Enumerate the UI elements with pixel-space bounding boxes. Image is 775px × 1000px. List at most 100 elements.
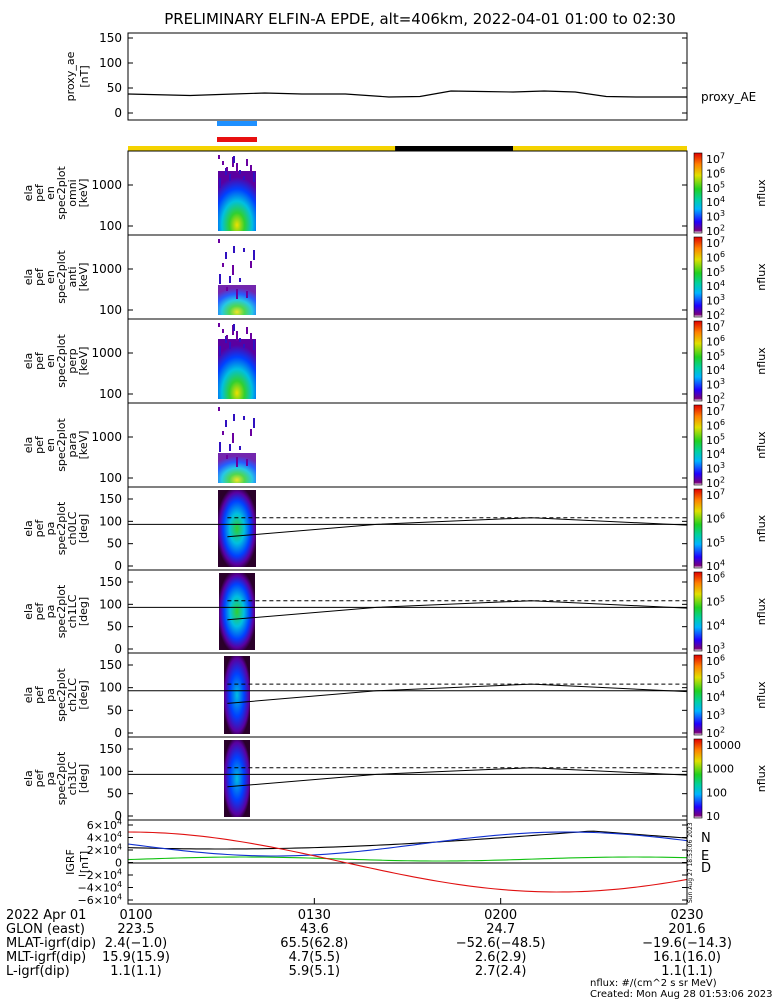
ylabel-pa-ch1-3: spec2plot: [55, 584, 68, 638]
heatmap-speckle-spec-anti-2: [232, 265, 234, 275]
ztick-pa-ch2-2: 104: [706, 690, 725, 704]
heatmap-speckle-spec-perp-10: [250, 333, 252, 340]
heatmap-speckle-spec-perp-3: [239, 338, 241, 342]
ytick-pa-ch0-2: 50: [107, 537, 122, 551]
colorbar-pa-ch2: [693, 654, 703, 736]
series-label-N: N: [701, 831, 711, 846]
igrf-E-line: [127, 856, 688, 862]
ylabel-spec-omni-0: ela: [22, 185, 35, 202]
ylabel-pa-ch2-4: ch2LC: [66, 678, 79, 712]
series-label-proxy-ae: proxy_AE: [701, 90, 756, 104]
ztick-pa-ch0-2: 105: [706, 535, 725, 549]
heatmap-speckle-spec-perp-6: [222, 329, 224, 333]
zlabel-spec-omni: nflux: [755, 179, 768, 207]
xrow-value-0-0: 0100: [119, 908, 152, 923]
heatmap-speckle-spec-anti-9: [243, 248, 245, 252]
heatmap-block-spec-omni: [218, 171, 256, 231]
ytick-igrf-4: −2×104: [78, 868, 122, 882]
ytick-spec-para-1: 100: [99, 471, 122, 485]
ztick-spec-para-1: 106: [706, 418, 725, 432]
sunlight-bar-1: [128, 146, 396, 151]
xrow-label-3: MLT-igrf(dip): [6, 950, 86, 965]
ztick-pa-ch0-1: 106: [706, 511, 725, 525]
heatmap-speckle-spec-anti-12: [226, 287, 228, 291]
ylabel-pa-ch3-3: spec2plot: [55, 751, 68, 805]
ztick-spec-para-2: 105: [706, 432, 725, 446]
ylabel-pa-ch1-5: [deg]: [77, 597, 90, 626]
ylabel-spec-para-1: pef: [33, 435, 46, 454]
heatmap-speckle-spec-omni-9: [243, 176, 245, 180]
side-timestamp: Sun Aug 27 18:53:06 2023: [687, 822, 694, 903]
created-timestamp: Created: Mon Aug 28 01:53:06 2023: [590, 989, 773, 1000]
loss-cone-line-pa-ch1: [227, 600, 688, 621]
ylabel-spec-omni-2: en: [44, 186, 57, 200]
panel-frame-proxy_ae: [127, 32, 688, 121]
colorbar-spec-anti: [693, 236, 703, 318]
zlabel-spec-perp: nflux: [755, 347, 768, 375]
ytick-pa-ch3-0: 150: [99, 742, 122, 756]
heatmap-speckle-spec-para-10: [250, 429, 252, 436]
heatmap-speckle-spec-perp-8: [236, 331, 238, 341]
ytick-igrf-0: 6×104: [87, 818, 122, 832]
heatmap-speckle-spec-para-4: [246, 459, 248, 466]
xrow-value-2-1: 65.5(62.8): [280, 936, 348, 951]
ylabel-spec-omni-3: spec2plot: [55, 166, 68, 220]
ztick-spec-anti-2: 105: [706, 264, 725, 278]
panel-frame-pa-ch1: [127, 569, 688, 654]
heatmap-speckle-spec-anti-4: [246, 291, 248, 298]
heatmap-speckle-spec-anti-6: [222, 263, 224, 267]
ztick-spec-para-0: 107: [706, 404, 725, 418]
ytick-pa-ch0-0: 150: [99, 492, 122, 506]
heatmap-speckle-spec-para-6: [222, 431, 224, 435]
heatmap-speckle-spec-anti-0: [218, 239, 220, 243]
ytick-pa-ch1-1: 100: [99, 597, 122, 611]
ylabel-pa-ch2-1: pef: [33, 685, 46, 704]
ztick-spec-anti-0: 107: [706, 236, 725, 250]
igrf-total-line: [127, 830, 688, 850]
ylabel-spec-perp-4: perp: [66, 348, 79, 373]
panel-frame-spec-perp: [127, 318, 688, 404]
ztick-spec-perp-1: 106: [706, 334, 725, 348]
heatmap-speckle-spec-anti-11: [219, 274, 221, 284]
heatmap-speckle-spec-omni-4: [246, 159, 248, 166]
ylabel-spec-perp-5: [keV]: [77, 347, 90, 376]
ztick-spec-para-4: 103: [706, 461, 725, 475]
ylabel-pa-ch3-2: pa: [44, 772, 57, 786]
ylabel-spec-anti-5: [keV]: [77, 263, 90, 292]
xrow-value-4-0: 1.1(1.1): [110, 964, 162, 979]
heatmap-speckle-spec-anti-1: [225, 252, 227, 259]
ylabel-spec-perp-3: spec2plot: [55, 334, 68, 388]
xrow-label-1: GLON (east): [6, 922, 85, 937]
ylabel-spec-para-4: para: [66, 433, 79, 458]
ytick-pa-ch2-3: 0: [114, 726, 122, 740]
xrow-value-3-1: 4.7(5.5): [289, 950, 341, 965]
heatmap-speckle-spec-omni-13: [233, 156, 235, 163]
heatmap-speckle-spec-anti-10: [250, 261, 252, 268]
ztick-spec-anti-3: 104: [706, 279, 725, 293]
heatmap-speckle-spec-perp-7: [229, 342, 231, 349]
series-label-E: E: [701, 849, 709, 864]
loss-cone-line-pa-ch0: [227, 517, 688, 538]
panel-frame-spec-anti: [127, 234, 688, 320]
ztick-spec-anti-5: 102: [706, 308, 725, 322]
ylabel-pa-ch2-2: pa: [44, 688, 57, 702]
heatmap-speckle-spec-perp-1: [225, 336, 227, 343]
igrf-N-line: [127, 831, 688, 857]
heatmap-speckle-spec-para-1: [225, 420, 227, 427]
panel-frame-pa-ch0: [127, 486, 688, 571]
ytick-pa-ch2-2: 50: [107, 703, 122, 717]
sunlight-bar-2: [513, 146, 687, 151]
ztick-spec-para-3: 104: [706, 447, 725, 461]
ztick-spec-perp-2: 105: [706, 348, 725, 362]
heatmap-speckle-spec-omni-6: [222, 161, 224, 165]
ylabel-pa-ch0-5: [deg]: [77, 514, 90, 543]
science-zone-red-bar: [217, 137, 257, 142]
heatmap-speckle-spec-para-13: [233, 414, 235, 421]
heatmap-speckle-spec-perp-9: [243, 344, 245, 348]
ylabel-spec-anti-4: anti: [66, 266, 79, 287]
zlabel-spec-para: nflux: [755, 431, 768, 459]
ytick-pa-ch2-0: 150: [99, 658, 122, 672]
